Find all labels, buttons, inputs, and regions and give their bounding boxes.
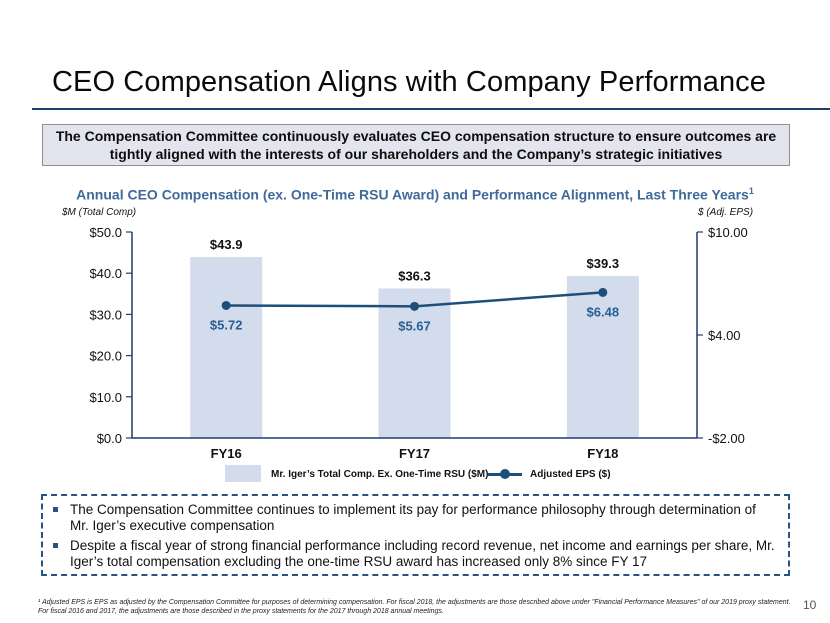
summary-bullets-box: The Compensation Committee continues to … — [41, 494, 790, 576]
callout-box: The Compensation Committee continuously … — [42, 124, 790, 166]
bullet-item: The Compensation Committee continues to … — [53, 502, 778, 534]
left-axis-tick-label: $50.0 — [89, 225, 122, 240]
left-axis-tick-label: $30.0 — [89, 307, 122, 322]
bar-fy17 — [378, 288, 451, 438]
eps-value-label: $5.72 — [210, 317, 243, 332]
left-axis-tick-label: $10.0 — [89, 390, 122, 405]
left-axis-tick-label: $40.0 — [89, 266, 122, 281]
bullet-text: The Compensation Committee continues to … — [70, 502, 756, 533]
left-axis-tick-label: $20.0 — [89, 349, 122, 364]
right-axis-unit-label: $ (Adj. EPS) — [698, 207, 754, 218]
bar-fy16 — [190, 257, 263, 438]
chart-title: Annual CEO Compensation (ex. One-Time RS… — [0, 186, 830, 203]
bullet-square-icon — [53, 543, 58, 548]
title-divider — [32, 108, 830, 110]
left-axis-tick-label: $0.0 — [97, 431, 122, 446]
legend-label-eps: Adjusted EPS ($) — [530, 469, 611, 480]
x-tick-label: FY18 — [587, 446, 618, 461]
legend-label-compensation: Mr. Iger’s Total Comp. Ex. One-Time RSU … — [271, 469, 489, 480]
legend-swatch-eps-marker — [500, 469, 510, 479]
right-axis-tick-label: $4.00 — [708, 328, 741, 343]
page-number: 10 — [803, 598, 817, 612]
compensation-eps-chart: $43.9 FY16 $36.3 FY17 $39.3 FY18 $50.0 $40.0 $30… — [89, 225, 748, 461]
footnote: ¹ Adjusted EPS is EPS as adjusted by the… — [38, 599, 791, 615]
legend-swatch-compensation — [225, 465, 261, 482]
chart-title-footnote-mark: 1 — [748, 186, 754, 196]
chart-title-text: Annual CEO Compensation (ex. One-Time RS… — [76, 186, 749, 203]
eps-value-label: $6.48 — [587, 304, 620, 319]
eps-point-fy16 — [221, 300, 231, 310]
eps-value-label: $5.67 — [398, 318, 431, 333]
eps-point-fy17 — [410, 301, 419, 311]
bullet-square-icon — [53, 507, 58, 512]
right-axis-tick-label: $10.00 — [708, 225, 748, 240]
right-axis-tick-label: -$2.00 — [708, 431, 745, 446]
bullet-text: Despite a fiscal year of strong financia… — [70, 538, 775, 569]
left-axis-unit-label: $M (Total Comp) — [62, 207, 137, 218]
eps-point-fy18 — [598, 287, 608, 297]
bar-value-label: $43.9 — [210, 237, 243, 252]
page-title: CEO Compensation Aligns with Company Per… — [52, 66, 767, 98]
bullet-item: Despite a fiscal year of strong financia… — [53, 538, 778, 570]
bar-value-label: $39.3 — [587, 256, 620, 271]
bar-fy18 — [566, 276, 639, 438]
x-tick-label: FY16 — [211, 446, 242, 461]
bar-value-label: $36.3 — [398, 268, 431, 283]
x-tick-label: FY17 — [399, 446, 430, 461]
